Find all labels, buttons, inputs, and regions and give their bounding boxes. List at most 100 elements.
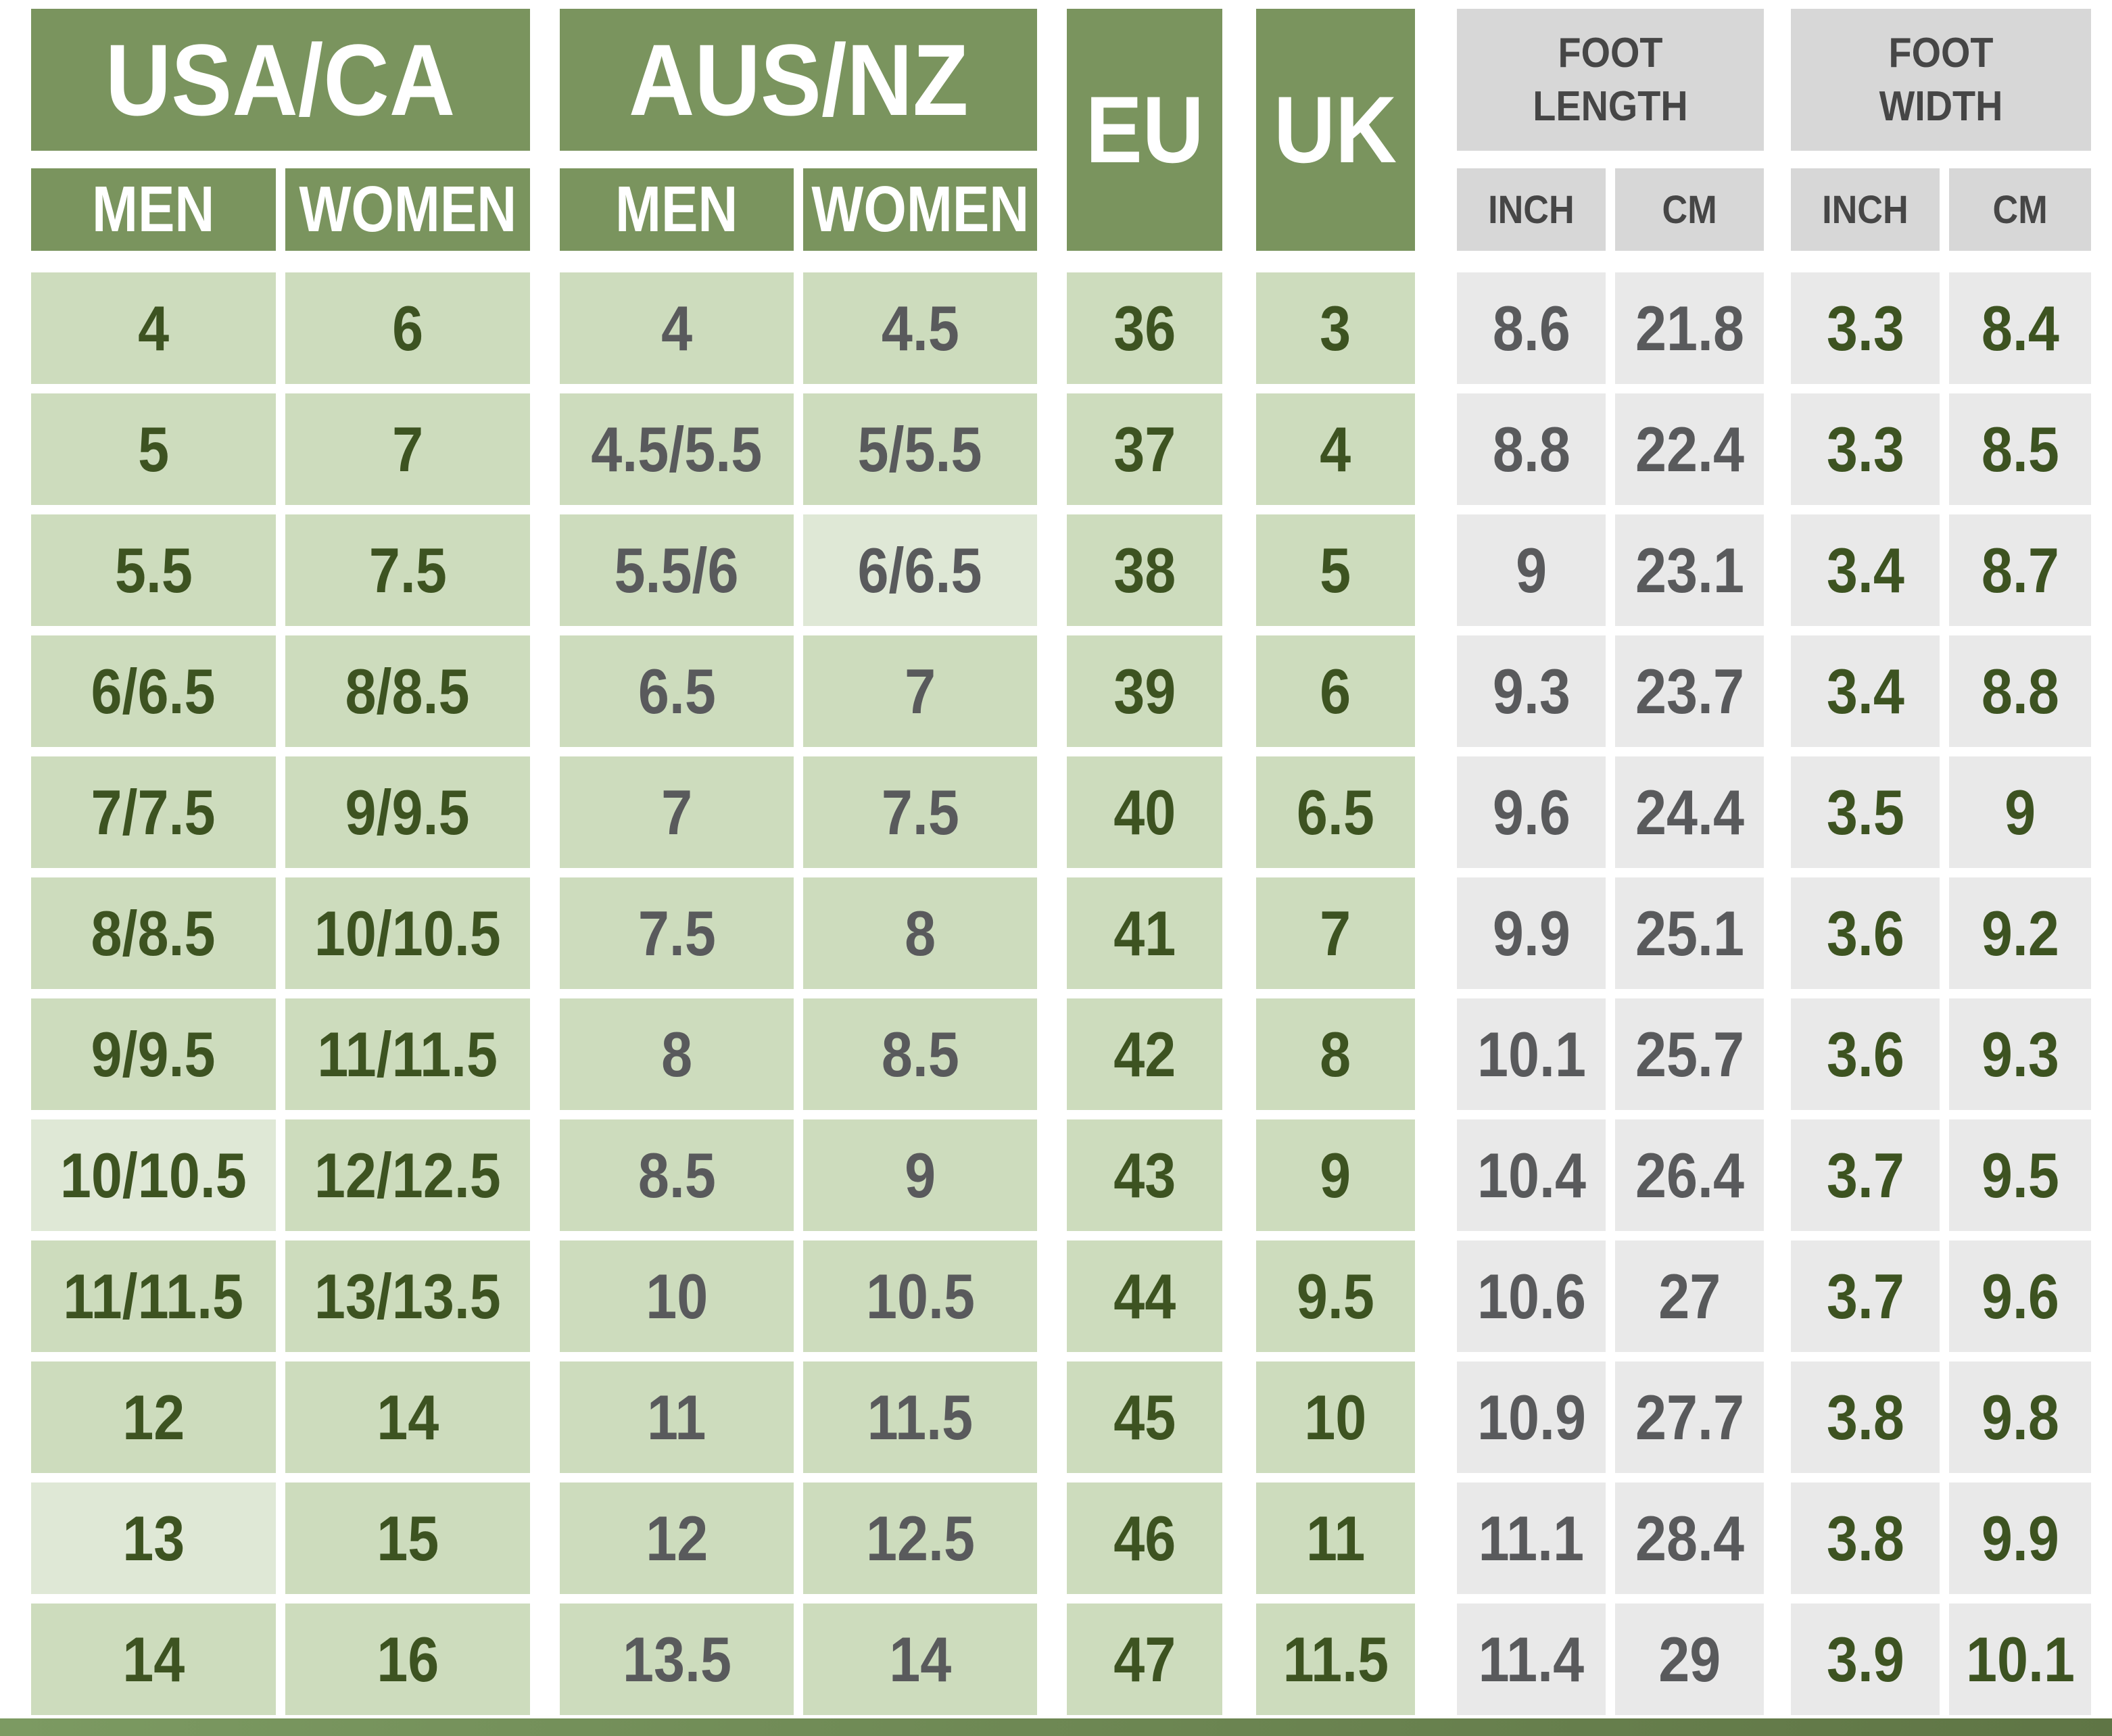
cell-value: 9.5	[1296, 1260, 1375, 1332]
cell-value: 23.1	[1635, 534, 1744, 606]
cell-value: 38	[1113, 534, 1176, 606]
cell-r8-uk: 9	[1256, 1119, 1415, 1231]
cell-r2-length-cm: 22.4	[1615, 393, 1764, 505]
cell-value: 41	[1113, 897, 1176, 969]
header-foot-width: FOOT WIDTH	[1791, 9, 2091, 151]
cell-r8-aus-men: 8.5	[560, 1119, 794, 1231]
subheader-usa-women: WOMEN	[285, 168, 530, 251]
cell-value: 10.9	[1477, 1381, 1586, 1453]
cell-r1-eu: 36	[1067, 272, 1222, 384]
cell-value: 11	[1305, 1502, 1366, 1574]
cell-value: 45	[1113, 1381, 1176, 1453]
cell-value: 6/6.5	[857, 534, 982, 606]
cell-r3-width-inch: 3.4	[1791, 514, 1940, 626]
header-usa-ca-label: USA/CA	[105, 22, 456, 137]
cell-value: 8/8.5	[345, 655, 470, 727]
cell-r8-eu: 43	[1067, 1119, 1222, 1231]
cell-value: 40	[1113, 776, 1176, 848]
cell-value: 8.5	[1981, 413, 2059, 485]
cell-value: 7.5	[881, 776, 959, 848]
cell-value: 3.4	[1826, 655, 1904, 727]
cell-r3-uk: 5	[1256, 514, 1415, 626]
size-chart-grid: USA/CA AUS/NZ EU UK FOOT LENGTH FOOT WID…	[31, 9, 2112, 1715]
cell-value: 3.3	[1826, 292, 1904, 364]
cell-r3-aus-men: 5.5/6	[560, 514, 794, 626]
cell-value: 4.5	[881, 292, 959, 364]
cell-r2-width-inch: 3.3	[1791, 393, 1940, 505]
cell-r9-eu: 44	[1067, 1240, 1222, 1352]
cell-value: 9.6	[1981, 1260, 2059, 1332]
cell-r11-aus-women: 12.5	[803, 1482, 1037, 1594]
cell-r6-width-inch: 3.6	[1791, 877, 1940, 989]
cell-value: 47	[1113, 1623, 1176, 1695]
cell-value: 9/9.5	[345, 776, 470, 848]
cell-value: 11.5	[1282, 1623, 1389, 1695]
header-uk: UK	[1256, 9, 1415, 251]
subheader-usa-men: MEN	[31, 168, 276, 251]
cell-r9-usa-men: 11/11.5	[31, 1240, 276, 1352]
cell-r9-width-inch: 3.7	[1791, 1240, 1940, 1352]
cell-value: 46	[1113, 1502, 1176, 1574]
cell-r11-length-inch: 11.1	[1457, 1482, 1606, 1594]
cell-value: 6/6.5	[91, 655, 216, 727]
cell-value: 8.7	[1981, 534, 2059, 606]
cell-r6-eu: 41	[1067, 877, 1222, 989]
cell-value: 3.9	[1826, 1623, 1904, 1695]
cell-value: 21.8	[1635, 292, 1744, 364]
cell-value: 8	[1320, 1018, 1351, 1090]
cell-r8-aus-women: 9	[803, 1119, 1037, 1231]
cell-value: 24.4	[1635, 776, 1744, 848]
cell-r11-width-cm: 9.9	[1949, 1482, 2091, 1594]
cell-r5-eu: 40	[1067, 756, 1222, 868]
cell-value: 7	[1320, 897, 1351, 969]
cell-value: 39	[1113, 655, 1176, 727]
cell-value: 9.5	[1981, 1139, 2059, 1211]
cell-r10-length-inch: 10.9	[1457, 1361, 1606, 1473]
cell-r10-usa-women: 14	[285, 1361, 530, 1473]
cell-r3-aus-women: 6/6.5	[803, 514, 1037, 626]
cell-r11-aus-men: 12	[560, 1482, 794, 1594]
cell-value: 5	[137, 413, 170, 485]
cell-r4-length-inch: 9.3	[1457, 635, 1606, 747]
cell-value: 6	[391, 292, 424, 364]
cell-r10-length-cm: 27.7	[1615, 1361, 1764, 1473]
cell-value: 4	[137, 292, 170, 364]
cell-r7-usa-men: 9/9.5	[31, 998, 276, 1110]
cell-r7-usa-women: 11/11.5	[285, 998, 530, 1110]
cell-r4-aus-men: 6.5	[560, 635, 794, 747]
cell-r4-width-cm: 8.8	[1949, 635, 2091, 747]
cell-value: 14	[376, 1381, 439, 1453]
cell-r9-width-cm: 9.6	[1949, 1240, 2091, 1352]
cell-r2-eu: 37	[1067, 393, 1222, 505]
cell-r11-eu: 46	[1067, 1482, 1222, 1594]
cell-r4-length-cm: 23.7	[1615, 635, 1764, 747]
cell-r9-aus-men: 10	[560, 1240, 794, 1352]
cell-value: 44	[1113, 1260, 1176, 1332]
header-foot-length-label: FOOT LENGTH	[1533, 29, 1688, 130]
cell-r4-aus-women: 7	[803, 635, 1037, 747]
cell-value: 8	[904, 897, 936, 969]
cell-value: 10.1	[1477, 1018, 1586, 1090]
subheader-length-cm-label: CM	[1662, 187, 1717, 232]
cell-value: 7	[904, 655, 936, 727]
cell-r3-usa-men: 5.5	[31, 514, 276, 626]
header-usa-ca: USA/CA	[31, 9, 530, 151]
cell-r12-width-inch: 3.9	[1791, 1604, 1940, 1715]
cell-r11-uk: 11	[1256, 1482, 1415, 1594]
cell-r1-usa-men: 4	[31, 272, 276, 384]
cell-value: 9.2	[1981, 897, 2059, 969]
cell-r10-aus-women: 11.5	[803, 1361, 1037, 1473]
cell-r5-usa-women: 9/9.5	[285, 756, 530, 868]
cell-value: 5	[1320, 534, 1351, 606]
cell-value: 27.7	[1635, 1381, 1744, 1453]
cell-value: 3.6	[1826, 1018, 1904, 1090]
cell-r4-eu: 39	[1067, 635, 1222, 747]
cell-r8-usa-men: 10/10.5	[31, 1119, 276, 1231]
cell-r12-aus-women: 14	[803, 1604, 1037, 1715]
cell-r1-width-inch: 3.3	[1791, 272, 1940, 384]
cell-value: 4	[661, 292, 693, 364]
cell-value: 9	[1320, 1139, 1351, 1211]
cell-value: 6.5	[638, 655, 716, 727]
cell-r10-eu: 45	[1067, 1361, 1222, 1473]
cell-r4-usa-men: 6/6.5	[31, 635, 276, 747]
